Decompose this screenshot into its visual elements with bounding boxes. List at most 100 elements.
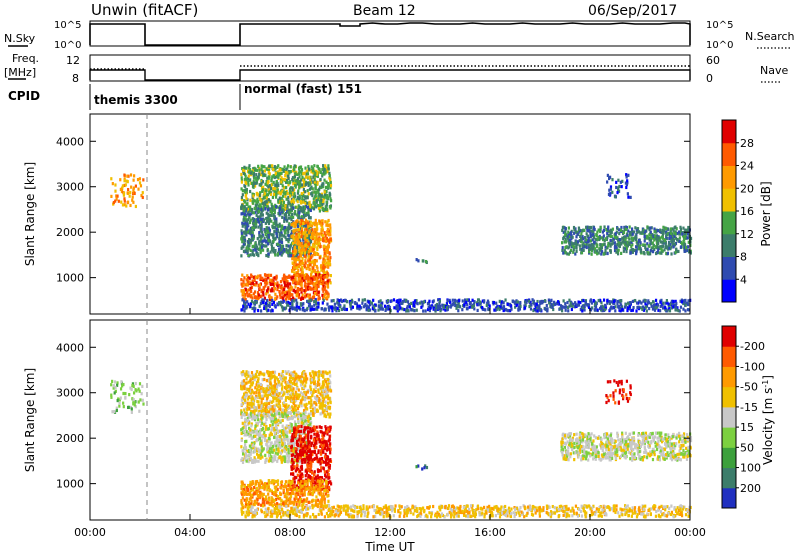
nave-trace (90, 65, 690, 70)
colorbar-tick-label: 4 (740, 273, 747, 286)
colorbar-tick-label: 20 (740, 182, 754, 195)
velocity-ylabel: Slant Range [km] (23, 368, 37, 472)
nave-label: Nave (760, 64, 788, 77)
power-y-axis: 1000 2000 3000 4000 (56, 135, 690, 285)
colorbar-swatch (722, 188, 736, 212)
nsky-right-bottom: 10^0 (706, 40, 733, 51)
power-cbar-label: Power [dB] (759, 181, 773, 246)
colorbar-swatch (722, 279, 736, 303)
x-axis-label: Time UT (364, 540, 415, 554)
colorbar-tick-label: 28 (740, 137, 754, 150)
x-tick-label: 20:00 (574, 526, 606, 539)
feature-isolated-patch (415, 258, 428, 265)
colorbar-swatch (722, 165, 736, 189)
feature-evening-spots (605, 379, 632, 405)
colorbar-swatch (722, 256, 736, 280)
y-tick-label: 1000 (56, 272, 84, 285)
colorbar-swatch (722, 211, 736, 235)
feature-early-scatter (110, 173, 145, 209)
colorbar-tick-label: 8 (740, 251, 747, 264)
colorbar-tick-label: 200 (740, 482, 761, 495)
colorbar-tick-label: -200 (740, 340, 765, 353)
feature-evening-spots (606, 173, 632, 199)
feature-ground-scatter (240, 298, 692, 313)
feature-evening-band (560, 431, 693, 462)
velocity-data (110, 370, 693, 519)
colorbar-swatch (722, 386, 736, 408)
colorbar-tick-label: 16 (740, 205, 754, 218)
y-tick-label: 3000 (56, 181, 84, 194)
cpid-segment-2: normal (fast) 151 (244, 82, 362, 96)
date-title: 06/Sep/2017 (588, 3, 677, 19)
y-tick-label: 4000 (56, 135, 84, 148)
nsky-left-bottom: 10^0 (54, 40, 81, 51)
x-tick-label: 12:00 (374, 526, 406, 539)
freq-panel: Freq. [MHz] 12 8 60 0 Nave (4, 52, 788, 85)
colorbar-tick-label: 12 (740, 228, 754, 241)
velocity-y-axis: 1000 2000 3000 4000 (56, 341, 690, 491)
freq-left-tick-bottom: 8 (72, 72, 79, 85)
nsky-right-top: 10^5 (706, 20, 733, 31)
y-tick-label: 4000 (56, 341, 84, 354)
x-tick-label: 04:00 (174, 526, 206, 539)
power-panel: 1000 2000 3000 4000 Slant Range [km] 4 8 12 16… (23, 113, 773, 315)
feature-near-range (240, 273, 330, 302)
colorbar-swatch (722, 346, 736, 367)
y-tick-label: 2000 (56, 432, 84, 445)
colorbar-swatch (722, 467, 736, 489)
colorbar-tick-label: -100 (740, 360, 765, 373)
power-colorbar: 4 8 12 16 20 24 28 (721, 119, 754, 303)
power-ylabel: Slant Range [km] (23, 162, 37, 266)
velocity-colorbar: 200 100 50 15 -15 -50 -100 -200 (721, 325, 765, 509)
feature-near-range (240, 479, 330, 508)
y-tick-label: 1000 (56, 478, 84, 491)
colorbar-swatch (722, 233, 736, 257)
velocity-cbar-label: Velocity [m s-1] (761, 375, 775, 465)
nsky-panel: N.Sky 10^5 10^0 10^5 10^0 N.Search (4, 20, 795, 51)
power-data (110, 164, 693, 313)
x-tick-label: 00:00 (674, 526, 706, 539)
colorbar-swatch (722, 142, 736, 166)
colorbar-swatch (722, 326, 736, 347)
freq-trace (89, 69, 691, 81)
colorbar-tick-label: 100 (740, 462, 761, 475)
freq-label-line1: Freq. (12, 52, 39, 65)
nsky-left-top: 10^5 (54, 20, 81, 31)
colorbar-swatch (722, 366, 736, 388)
x-tick-label: 16:00 (474, 526, 506, 539)
cpid-label: CPID (8, 89, 40, 103)
feature-arc-upper (240, 370, 333, 419)
nsky-label: N.Sky (4, 32, 36, 45)
nsky-trace (89, 22, 691, 46)
colorbar-tick-label: 24 (740, 160, 754, 173)
freq-right-tick-top: 60 (706, 54, 720, 67)
freq-left-tick-top: 12 (66, 54, 80, 67)
colorbar-swatch (722, 487, 736, 509)
colorbar-swatch (722, 406, 736, 428)
cpid-segment-1: themis 3300 (94, 93, 178, 107)
colorbar-tick-label: 15 (740, 421, 754, 434)
velocity-panel: 1000 2000 3000 4000 Slant Range [km] 200 100… (23, 319, 775, 521)
beam-title: Beam 12 (353, 3, 416, 19)
nsearch-label: N.Search (745, 30, 795, 43)
colorbar-tick-label: -50 (740, 381, 758, 394)
freq-label-line2: [MHz] (4, 66, 36, 79)
colorbar-swatch (722, 447, 736, 469)
x-tick-label: 00:00 (74, 526, 106, 539)
feature-evening-band (560, 225, 693, 256)
colorbar-tick-label: -15 (740, 401, 758, 414)
freq-right-tick-bottom: 0 (706, 72, 713, 85)
y-tick-label: 3000 (56, 387, 84, 400)
y-tick-label: 2000 (56, 226, 84, 239)
feature-ground-scatter (240, 504, 692, 519)
colorbar-tick-label: 50 (740, 441, 754, 454)
feature-isolated-patch (415, 464, 429, 471)
cpid-panel: CPID themis 3300 normal (fast) 151 (8, 82, 362, 110)
colorbar-swatch (722, 120, 736, 144)
time-axis: 00:00 04:00 08:00 12:00 16:00 20:00 00:00 (74, 308, 706, 539)
station-title: Unwin (fitACF) (91, 1, 198, 19)
colorbar-swatch (722, 427, 736, 448)
feature-early-scatter (110, 379, 145, 414)
x-tick-label: 08:00 (274, 526, 306, 539)
